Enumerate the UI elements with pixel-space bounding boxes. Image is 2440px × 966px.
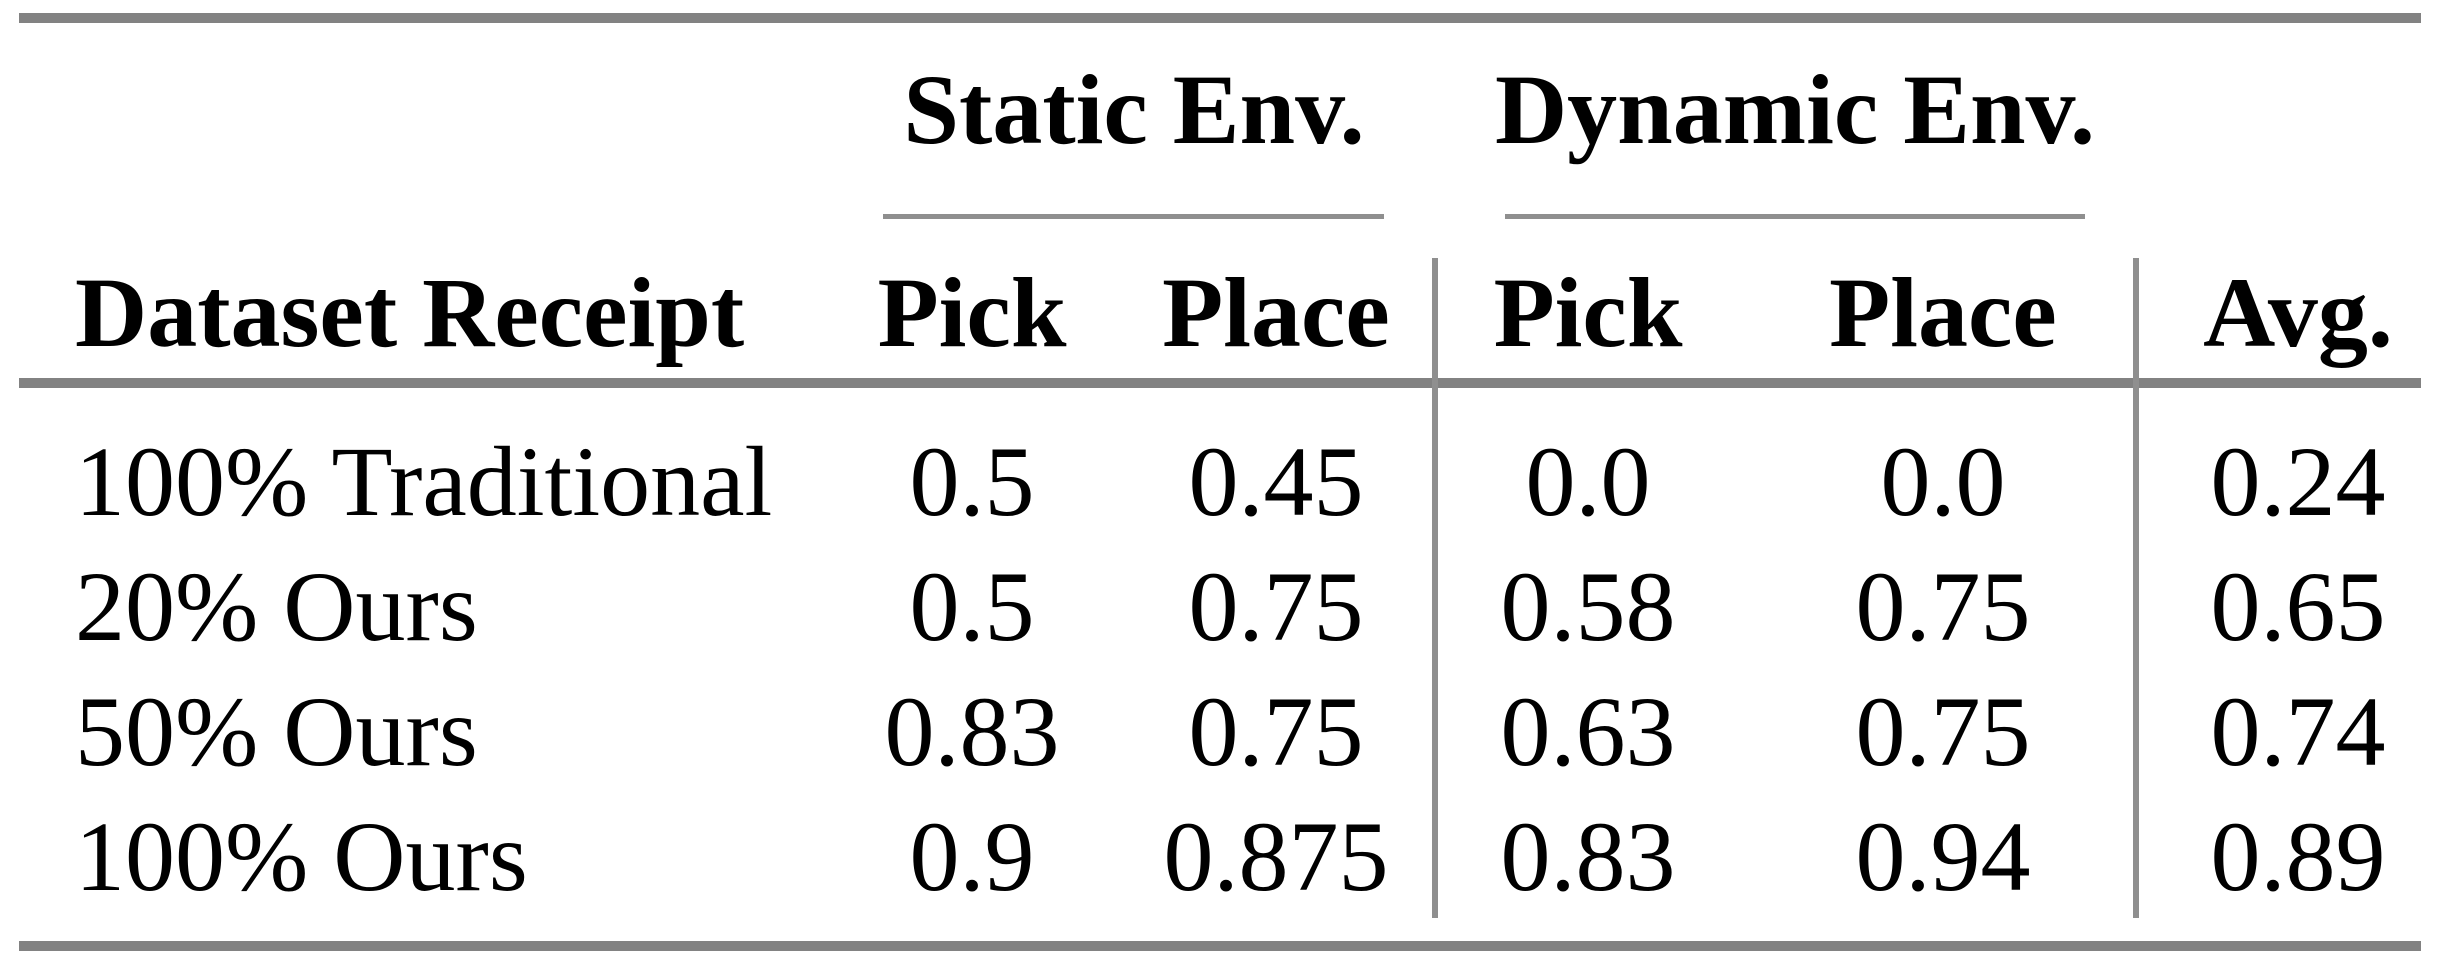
cell-static-place: 0.75 — [1188, 676, 1364, 787]
group-header-static-env: Static Env. — [903, 54, 1365, 165]
cell-dynamic-pick: 0.83 — [1500, 801, 1676, 912]
cell-dynamic-place: 0.0 — [1880, 426, 2006, 537]
top-rule — [19, 13, 2421, 23]
cell-dynamic-place: 0.94 — [1855, 801, 2031, 912]
col-header-static-pick: Pick — [877, 257, 1067, 368]
cell-static-place: 0.75 — [1188, 551, 1364, 662]
cell-avg: 0.89 — [2210, 801, 2386, 912]
bottom-rule — [19, 941, 2421, 951]
col-header-static-place: Place — [1162, 257, 1390, 368]
cell-static-pick: 0.9 — [909, 801, 1035, 912]
cell-static-pick: 0.5 — [909, 426, 1035, 537]
cell-avg: 0.65 — [2210, 551, 2386, 662]
dynamic-avg-separator — [2133, 258, 2139, 918]
cell-dynamic-place: 0.75 — [1855, 551, 2031, 662]
dynamic-env-underline — [1505, 214, 2085, 219]
col-header-dynamic-place: Place — [1829, 257, 2057, 368]
cell-dynamic-pick: 0.58 — [1500, 551, 1676, 662]
cell-dynamic-pick: 0.63 — [1500, 676, 1676, 787]
cell-static-place: 0.875 — [1163, 801, 1389, 912]
static-env-underline — [883, 214, 1384, 219]
header-separator-rule — [19, 378, 2421, 388]
static-dynamic-separator — [1432, 258, 1438, 918]
cell-dynamic-place: 0.75 — [1855, 676, 2031, 787]
col-header-dynamic-pick: Pick — [1493, 257, 1683, 368]
cell-avg: 0.74 — [2210, 676, 2386, 787]
row-label: 100% Ours — [75, 801, 528, 912]
row-label: 100% Traditional — [75, 426, 773, 537]
row-label: 20% Ours — [75, 551, 478, 662]
col-header-dataset-receipt: Dataset Receipt — [75, 257, 745, 368]
cell-static-pick: 0.5 — [909, 551, 1035, 662]
cell-dynamic-pick: 0.0 — [1525, 426, 1651, 537]
col-header-avg: Avg. — [2203, 257, 2393, 368]
cell-static-pick: 0.83 — [884, 676, 1060, 787]
cell-static-place: 0.45 — [1188, 426, 1364, 537]
group-header-dynamic-env: Dynamic Env. — [1494, 54, 2096, 165]
cell-avg: 0.24 — [2210, 426, 2386, 537]
row-label: 50% Ours — [75, 676, 478, 787]
